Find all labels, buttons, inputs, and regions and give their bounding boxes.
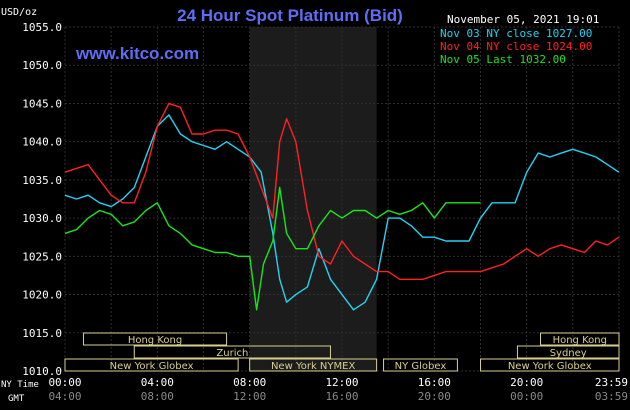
ny-time-label: NY Time — [1, 380, 39, 390]
series-line-0 — [64, 114, 620, 311]
market-layer: Hong Kong Zurich New York Globex New York N… — [64, 332, 620, 372]
market-box — [480, 358, 620, 372]
market-box — [540, 332, 620, 346]
ny-tick-label: 04:00 — [141, 376, 174, 389]
ny-tick-label: 12:00 — [325, 376, 358, 389]
gmt-tick-label: 20:00 — [418, 390, 451, 403]
market-label: New York Globex — [508, 361, 592, 372]
series-line-2 — [64, 186, 481, 311]
market-label: Zurich — [216, 348, 248, 359]
gmt-label: GMT — [8, 394, 25, 404]
ny-tick-label: 23:59 — [595, 376, 628, 389]
y-tick-label: 1020.0 — [22, 289, 62, 302]
grid-layer — [64, 26, 620, 372]
y-tick-label: 1040.0 — [22, 136, 62, 149]
market-label: NY Globex — [395, 361, 447, 372]
market-box — [249, 358, 378, 372]
y-tick-label: 1015.0 — [22, 327, 62, 340]
market-label: Hong Kong — [128, 335, 182, 346]
legend: Nov 03 NY close 1027.00 Nov 04 NY close … — [440, 27, 592, 66]
ny-tick-label: 08:00 — [233, 376, 266, 389]
timestamp: November 05, 2021 19:01 — [447, 13, 599, 26]
market-box — [133, 345, 331, 359]
market-box — [516, 345, 620, 359]
x-tick-labels: 00:00 04:00 08:00 12:00 16:00 20:00 23:5904:00… — [48, 376, 628, 403]
gmt-tick-label: 08:00 — [141, 390, 174, 403]
y-tick-label: 1010.0 — [22, 365, 62, 378]
ny-tick-label: 20:00 — [510, 376, 543, 389]
gmt-tick-label: 04:00 — [48, 390, 81, 403]
series-layer — [64, 102, 620, 311]
ny-tick-label: 00:00 — [48, 376, 81, 389]
gmt-tick-label: 12:00 — [233, 390, 266, 403]
market-label: Hong Kong — [553, 335, 607, 346]
y-tick-label: 1025.0 — [22, 250, 62, 263]
unit-label: USD/oz — [1, 7, 37, 18]
y-tick-label: 1035.0 — [22, 174, 62, 187]
y-tick-label: 1045.0 — [22, 97, 62, 110]
y-tick-label: 1050.0 — [22, 59, 62, 72]
y-tick-label: 1055.0 — [22, 21, 62, 34]
legend-entry-nov04: Nov 04 NY close 1024.00 — [440, 40, 592, 53]
session-shade — [249, 27, 377, 371]
gmt-tick-label: 03:59 — [595, 390, 628, 403]
market-box — [383, 358, 458, 372]
legend-entry-nov03: Nov 03 NY close 1027.00 — [440, 27, 592, 40]
market-label: Sydney — [550, 348, 587, 359]
site-label: www.kitco.com — [75, 44, 199, 63]
market-label: New York Globex — [110, 361, 194, 372]
shade-layer — [249, 27, 377, 371]
series-line-1 — [64, 102, 620, 280]
y-tick-label: 1030.0 — [22, 212, 62, 225]
ny-tick-label: 16:00 — [418, 376, 451, 389]
y-tick-labels: 1010.0 1015.0 1020.0 1025.0 1030.0 1035.0 1040… — [22, 21, 62, 378]
legend-entry-nov05: Nov 05 Last 1032.00 — [440, 53, 566, 66]
gmt-tick-label: 16:00 — [325, 390, 358, 403]
market-box — [82, 332, 228, 346]
market-box — [64, 358, 239, 372]
chart-title: 24 Hour Spot Platinum (Bid) — [177, 6, 403, 25]
market-label: New York NYMEX — [271, 361, 356, 372]
gmt-tick-label: 00:00 — [510, 390, 543, 403]
